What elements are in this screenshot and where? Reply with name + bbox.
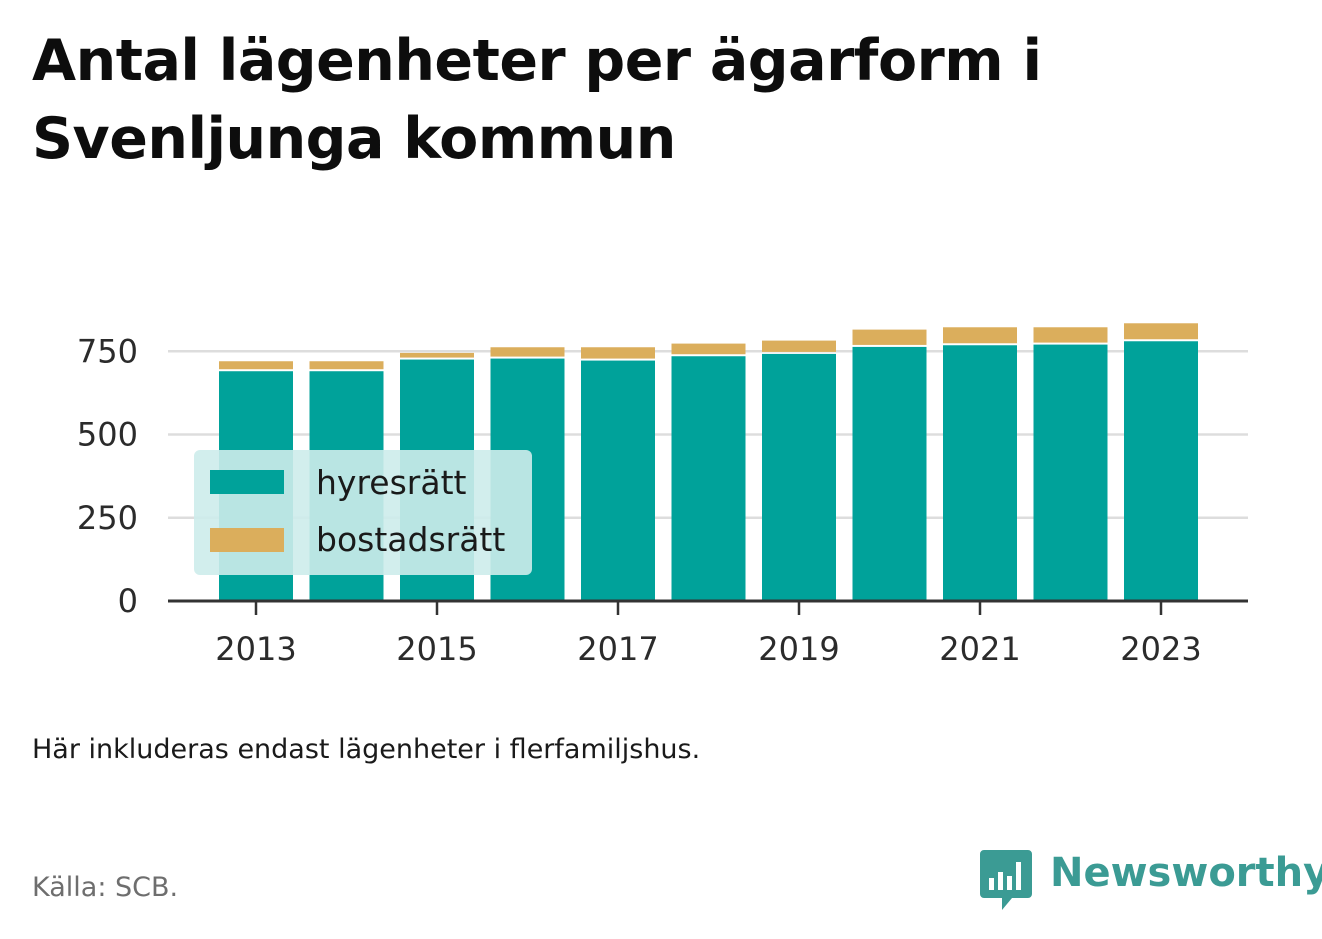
bar-bostadsratt-2014: [309, 361, 384, 370]
legend-swatch-bostadsratt: [210, 528, 284, 552]
y-axis-labels: 0 250 500 750: [77, 332, 138, 620]
bar-hyresratt-2020: [852, 346, 927, 601]
legend-label-bostadsratt: bostadsrätt: [316, 520, 505, 559]
chart-title: Antal lägenheter per ägarform i Svenljun…: [32, 28, 1042, 172]
bar-bostadsratt-2018: [671, 343, 746, 355]
bar-bostadsratt-2013: [219, 361, 293, 370]
legend: hyresrätt bostadsrätt: [194, 450, 532, 575]
x-tick-label-2013: 2013: [215, 630, 296, 668]
y-tick-label-250: 250: [77, 499, 138, 537]
x-tick-label-2017: 2017: [577, 630, 658, 668]
y-tick-label-0: 0: [118, 582, 138, 620]
bar-bostadsratt-2017: [581, 347, 655, 359]
x-tick-label-2023: 2023: [1120, 630, 1201, 668]
x-axis: 2013 2015 2017 2019 2021 2023: [168, 599, 1248, 668]
bar-bostadsratt-2023: [1124, 323, 1198, 340]
x-tick-label-2015: 2015: [396, 630, 477, 668]
legend-swatch-hyresratt: [210, 470, 284, 494]
bar-bostadsratt-2020: [852, 329, 927, 345]
chart-note: Här inkluderas endast lägenheter i flerf…: [32, 734, 701, 765]
bar-bostadsratt-2019: [762, 340, 836, 352]
bar-chart: 0 250 500 750 2013 2015 2017 2019 2021 2023 hyre…: [77, 323, 1248, 668]
y-tick-label-500: 500: [77, 416, 138, 454]
bar-hyresratt-2019: [762, 353, 836, 601]
bar-bostadsratt-2016: [490, 347, 565, 357]
bar-bostadsratt-2015: [400, 352, 474, 358]
newsworthy-logo-icon: [980, 850, 1032, 910]
bar-hyresratt-2021: [943, 345, 1017, 601]
source-text: Källa: SCB.: [32, 872, 179, 903]
bar-hyresratt-2023: [1124, 341, 1198, 601]
bar-bostadsratt-2021: [943, 327, 1017, 344]
bar-bostadsratt-2022: [1033, 327, 1108, 343]
y-tick-label-750: 750: [77, 332, 138, 370]
legend-label-hyresratt: hyresrätt: [316, 463, 467, 502]
bar-hyresratt-2017: [581, 360, 655, 601]
newsworthy-logo: Newsworthy: [980, 848, 1322, 914]
newsworthy-logo-text: Newsworthy: [1050, 850, 1322, 896]
bar-hyresratt-2018: [671, 356, 746, 601]
x-tick-label-2019: 2019: [758, 630, 839, 668]
bar-hyresratt-2022: [1033, 344, 1108, 601]
x-tick-label-2021: 2021: [939, 630, 1020, 668]
